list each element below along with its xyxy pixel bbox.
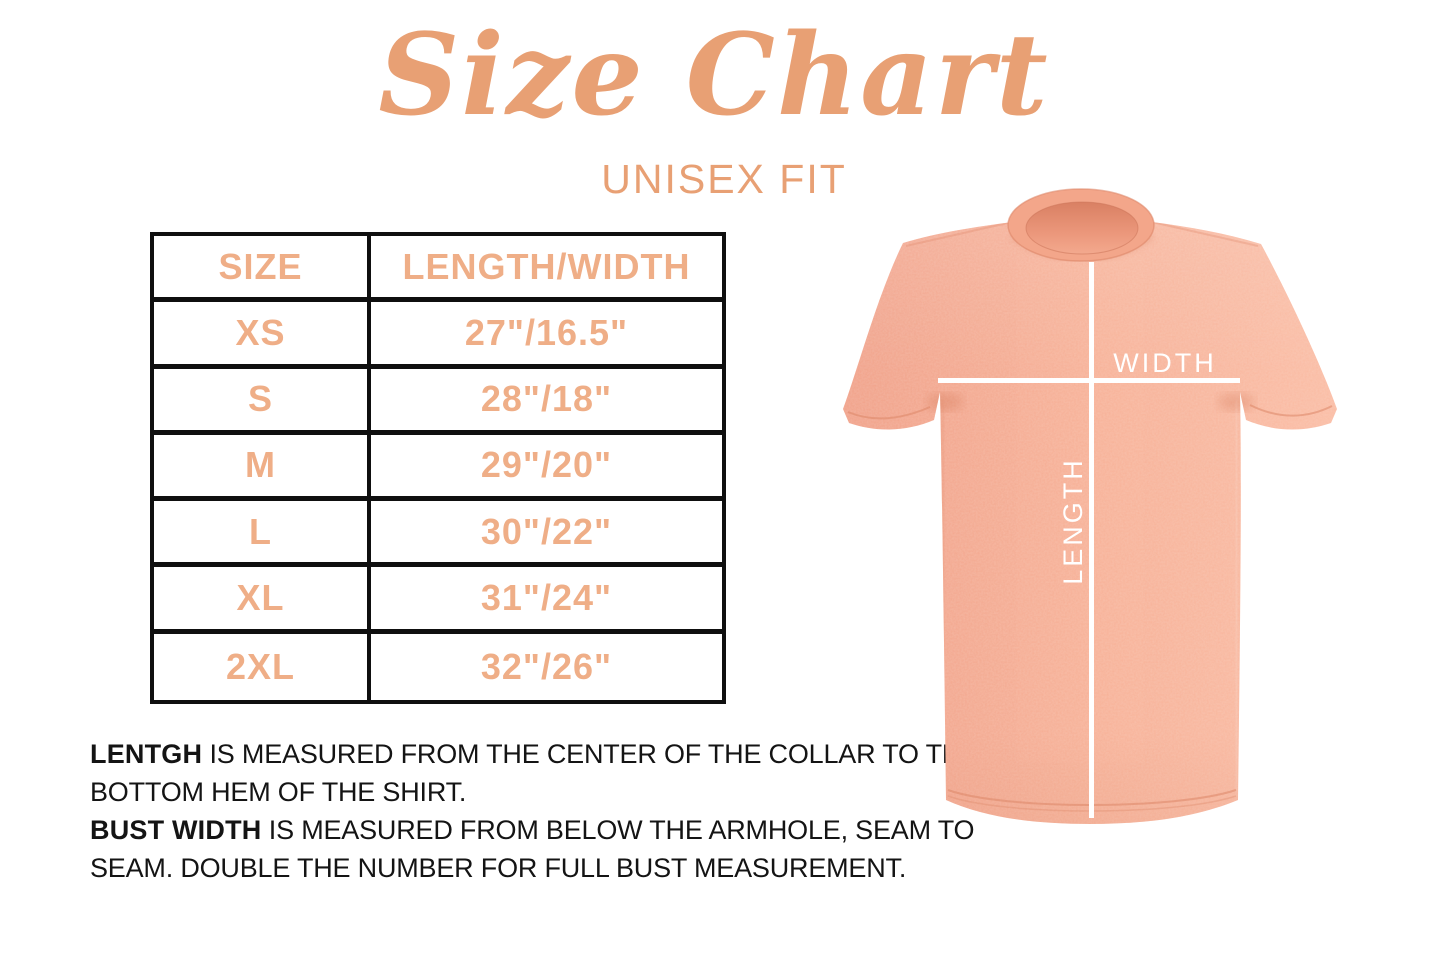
table-row: XS 27"/16.5" xyxy=(154,302,722,369)
note-text: IS MEASURED FROM BELOW THE ARMHOLE, SEAM… xyxy=(261,815,975,845)
size-chart-title: Size Chart xyxy=(378,10,1050,141)
table-header-row: SIZE LENGTH/WIDTH xyxy=(154,236,722,303)
header-cell-length-width: LENGTH/WIDTH xyxy=(402,245,691,287)
size-cell: XS xyxy=(154,302,371,364)
size-cell: M xyxy=(154,434,371,497)
note-line: BOTTOM HEM OF THE SHIRT. xyxy=(90,773,979,811)
table-row: M 29"/20" xyxy=(154,434,722,502)
size-cell: XL xyxy=(154,567,371,629)
note-term: LENTGH xyxy=(90,739,203,769)
length-label: LENGTH xyxy=(1058,457,1088,585)
note-line: BUST WIDTH IS MEASURED FROM BELOW THE AR… xyxy=(90,811,979,849)
measurement-cell: 27"/16.5" xyxy=(464,311,629,353)
note-text: BOTTOM HEM OF THE SHIRT. xyxy=(90,777,467,807)
right-sleeve-hem-seam xyxy=(1249,404,1333,417)
table-row: XL 31"/24" xyxy=(154,567,722,634)
left-sleeve-hem-seam xyxy=(847,406,931,420)
note-text: SEAM. DOUBLE THE NUMBER FOR FULL BUST ME… xyxy=(90,853,907,883)
measurement-cell: 28"/18" xyxy=(480,378,613,420)
collar xyxy=(1007,188,1155,262)
left-shoulder-seam xyxy=(905,221,1013,247)
header-cell-size: SIZE xyxy=(154,236,371,298)
length-line xyxy=(1089,262,1094,818)
measurement-cell: 30"/22" xyxy=(480,510,613,552)
size-table: SIZE LENGTH/WIDTH XS 27"/16.5" S 28"/18"… xyxy=(150,232,726,704)
size-chart-subtitle: UNISEX FIT xyxy=(601,156,847,202)
note-line: LENTGH IS MEASURED FROM THE CENTER OF TH… xyxy=(90,735,979,773)
size-cell: L xyxy=(154,501,371,563)
measurement-cell: 29"/20" xyxy=(480,444,613,486)
tshirt-photo: WIDTH LENGTH xyxy=(843,188,1337,824)
width-label: WIDTH xyxy=(1113,348,1216,378)
measurement-cell: 31"/24" xyxy=(480,577,613,619)
measurement-notes: LENTGH IS MEASURED FROM THE CENTER OF TH… xyxy=(90,735,979,887)
note-line: SEAM. DOUBLE THE NUMBER FOR FULL BUST ME… xyxy=(90,849,979,887)
table-row: L 30"/22" xyxy=(154,501,722,568)
measurement-cell: 32"/26" xyxy=(480,645,613,687)
right-shoulder-seam xyxy=(1151,221,1259,247)
table-row: 2XL 32"/26" xyxy=(154,633,722,700)
table-row: S 28"/18" xyxy=(154,368,722,435)
size-cell: 2XL xyxy=(154,633,371,700)
note-text: IS MEASURED FROM THE CENTER OF THE COLLA… xyxy=(202,739,980,769)
note-term: BUST WIDTH xyxy=(90,815,262,845)
width-line xyxy=(938,378,1240,383)
size-cell: S xyxy=(154,368,371,430)
